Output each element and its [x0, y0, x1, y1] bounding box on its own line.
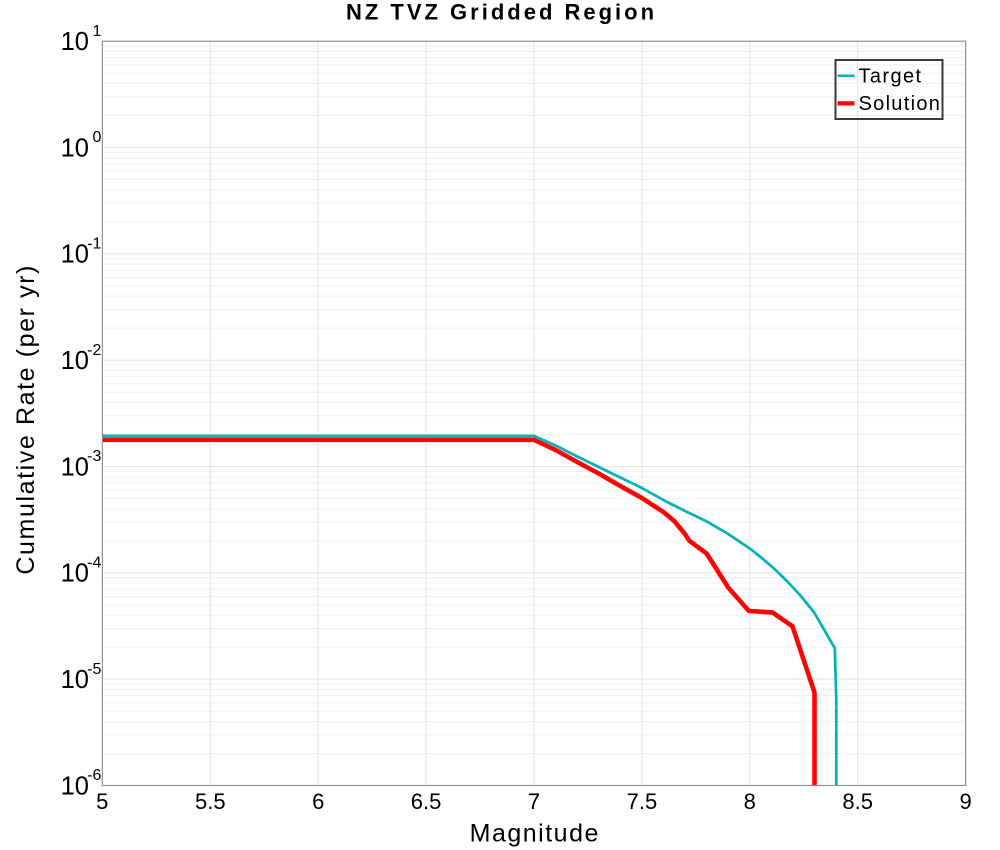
- svg-text:Magnitude: Magnitude: [470, 820, 600, 848]
- svg-text:10: 10: [61, 241, 89, 269]
- svg-text:10: 10: [61, 666, 89, 694]
- svg-text:-5: -5: [87, 661, 101, 678]
- svg-text:6: 6: [312, 789, 324, 814]
- svg-text:10: 10: [61, 347, 89, 375]
- svg-text:9: 9: [959, 789, 971, 814]
- svg-text:5.5: 5.5: [195, 789, 226, 814]
- svg-text:10: 10: [61, 28, 89, 56]
- svg-text:10: 10: [61, 772, 89, 800]
- svg-text:7.5: 7.5: [627, 789, 658, 814]
- svg-text:10: 10: [61, 560, 89, 588]
- svg-text:1: 1: [92, 23, 101, 40]
- svg-text:Cumulative Rate (per yr): Cumulative Rate (per yr): [12, 264, 40, 575]
- svg-text:Target: Target: [859, 65, 923, 87]
- svg-text:-2: -2: [87, 342, 101, 359]
- svg-text:-3: -3: [87, 448, 101, 465]
- svg-text:0: 0: [92, 129, 101, 146]
- svg-text:10: 10: [61, 453, 89, 481]
- svg-text:8.5: 8.5: [842, 789, 873, 814]
- svg-text:-4: -4: [87, 554, 101, 571]
- svg-text:10: 10: [61, 134, 89, 162]
- svg-text:-6: -6: [87, 767, 101, 784]
- svg-text:6.5: 6.5: [411, 789, 442, 814]
- svg-text:8: 8: [744, 789, 756, 814]
- svg-text:7: 7: [528, 789, 540, 814]
- svg-text:5: 5: [96, 789, 108, 814]
- svg-text:Solution: Solution: [859, 93, 942, 115]
- svg-text:-1: -1: [87, 236, 101, 253]
- svg-text:NZ TVZ Gridded Region: NZ TVZ Gridded Region: [346, 0, 657, 25]
